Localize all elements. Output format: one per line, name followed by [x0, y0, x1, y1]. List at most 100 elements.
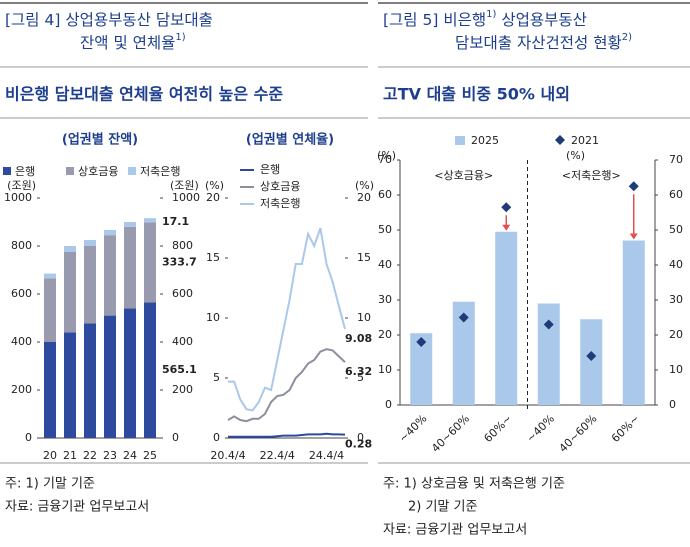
marker [543, 319, 554, 330]
y-tick-label: 400 [11, 335, 32, 348]
legend-swatch [455, 136, 465, 145]
y2-tick-label: 40 [669, 258, 683, 271]
note: 2) 기말 기준 [408, 500, 477, 515]
x-tick-label: 25 [143, 449, 157, 462]
y-unit: (%) [205, 179, 224, 192]
x-tick-label: ~40% [396, 412, 429, 445]
figure-title: [그림 4] 상업용부동산 담보대출 [5, 11, 213, 29]
y-tick-label: 15 [206, 251, 220, 264]
y-tick-label: 20 [206, 191, 220, 204]
y2-tick-label: 30 [669, 293, 683, 306]
bar [44, 278, 56, 342]
bar [84, 323, 96, 438]
y-tick-label: 30 [378, 293, 392, 306]
legend-label: 저축은행 [260, 197, 300, 210]
legend-swatch [128, 167, 136, 175]
y-tick-label: 0 [25, 431, 32, 444]
y-tick-label: 20 [378, 328, 392, 341]
value-label: 333.7 [162, 255, 197, 268]
marker [586, 351, 597, 361]
bar [144, 222, 156, 303]
y2-unit: (%) [355, 179, 374, 192]
x-tick-label: 60%~ [609, 412, 642, 445]
bar [622, 240, 645, 405]
x-tick-label: ~40% [524, 412, 557, 445]
title-text: [그림 5] 비은행 [383, 11, 486, 29]
y-tick-label: 800 [11, 239, 32, 252]
x-tick-label: 23 [103, 449, 117, 462]
y-tick-label: 50 [378, 223, 392, 236]
bar [495, 231, 518, 405]
arrow-head [629, 233, 638, 240]
bar [124, 222, 136, 227]
legend-swatch [66, 167, 74, 175]
y-tick-label: 5 [213, 371, 220, 384]
y2-tick-label: 5 [357, 371, 364, 384]
value-label: 9.08 [345, 332, 372, 345]
bar [64, 252, 76, 333]
x-tick-label: 20.4/4 [210, 449, 245, 462]
bar [452, 301, 475, 405]
legend-label: 2021 [571, 134, 599, 147]
headline: 고TV 대출 비중 50% 내외 [383, 85, 570, 104]
y2-tick-label: 20 [669, 328, 683, 341]
y2-unit: (조원) [170, 179, 199, 192]
legend-label: 2025 [471, 134, 499, 147]
bar [84, 240, 96, 246]
title-text: 담보대출 자산건전성 현황 [455, 34, 622, 52]
superscript: 2) [622, 32, 632, 43]
legend-label: 상호금융 [78, 165, 118, 178]
y2-tick-label: 1000 [172, 191, 200, 204]
y2-tick-label: 400 [172, 335, 193, 348]
y-unit: (%) [377, 149, 396, 162]
bar [104, 229, 116, 236]
x-tick-label: 24 [123, 449, 137, 462]
y2-tick-label: 0 [357, 431, 364, 444]
y2-tick-label: 10 [357, 311, 371, 324]
y2-tick-label: 0 [669, 398, 676, 411]
x-tick-label: 22.4/4 [260, 449, 295, 462]
y2-tick-label: 0 [172, 431, 179, 444]
bar [44, 342, 56, 438]
superscript: 1) [486, 9, 496, 20]
y-tick-label: 10 [206, 311, 220, 324]
figure-title: 잔액 및 연체율1) [80, 32, 186, 52]
y-tick-label: 200 [11, 383, 32, 396]
y-tick-label: 0 [385, 398, 392, 411]
y2-tick-label: 15 [357, 251, 371, 264]
chart-title: (업권별 잔액) [62, 132, 138, 148]
y-tick-label: 10 [378, 363, 392, 376]
bar [84, 246, 96, 324]
y2-tick-label: 60 [669, 188, 683, 201]
line [227, 348, 346, 423]
title-text: 잔액 및 연체율 [80, 34, 175, 52]
x-tick-label: 60%~ [481, 412, 514, 445]
y2-tick-label: 70 [669, 153, 683, 166]
x-tick-label: 24.4/4 [309, 449, 344, 462]
marker [458, 312, 469, 323]
value-label: 17.1 [162, 215, 189, 228]
arrow-head [502, 224, 511, 231]
x-tick-label: 40~60% [557, 412, 600, 455]
bar [104, 235, 116, 316]
figure-title: 담보대출 자산건전성 현황2) [455, 32, 632, 52]
line [228, 227, 346, 412]
bar [580, 319, 603, 405]
note: 주: 1) 상호금융 및 저축은행 기준 [383, 476, 565, 492]
y-unit: (조원) [7, 179, 36, 192]
group-label: <저축은행> [562, 169, 621, 182]
chart-title: (업권별 연체율) [246, 132, 334, 148]
figure-title: [그림 5] 비은행1) 상업용부동산 [383, 9, 587, 29]
bar [537, 303, 560, 405]
value-label: 0.28 [345, 438, 372, 451]
legend-label: 상호금융 [260, 180, 300, 193]
x-tick-label: 22 [83, 449, 97, 462]
y2-tick-label: 600 [172, 287, 193, 300]
y-tick-label: 1000 [4, 191, 32, 204]
y-tick-label: 600 [11, 287, 32, 300]
y2-tick-label: 10 [669, 363, 683, 376]
marker [416, 337, 427, 347]
legend-label: 저축은행 [140, 165, 180, 178]
legend-label: 은행 [15, 165, 35, 178]
